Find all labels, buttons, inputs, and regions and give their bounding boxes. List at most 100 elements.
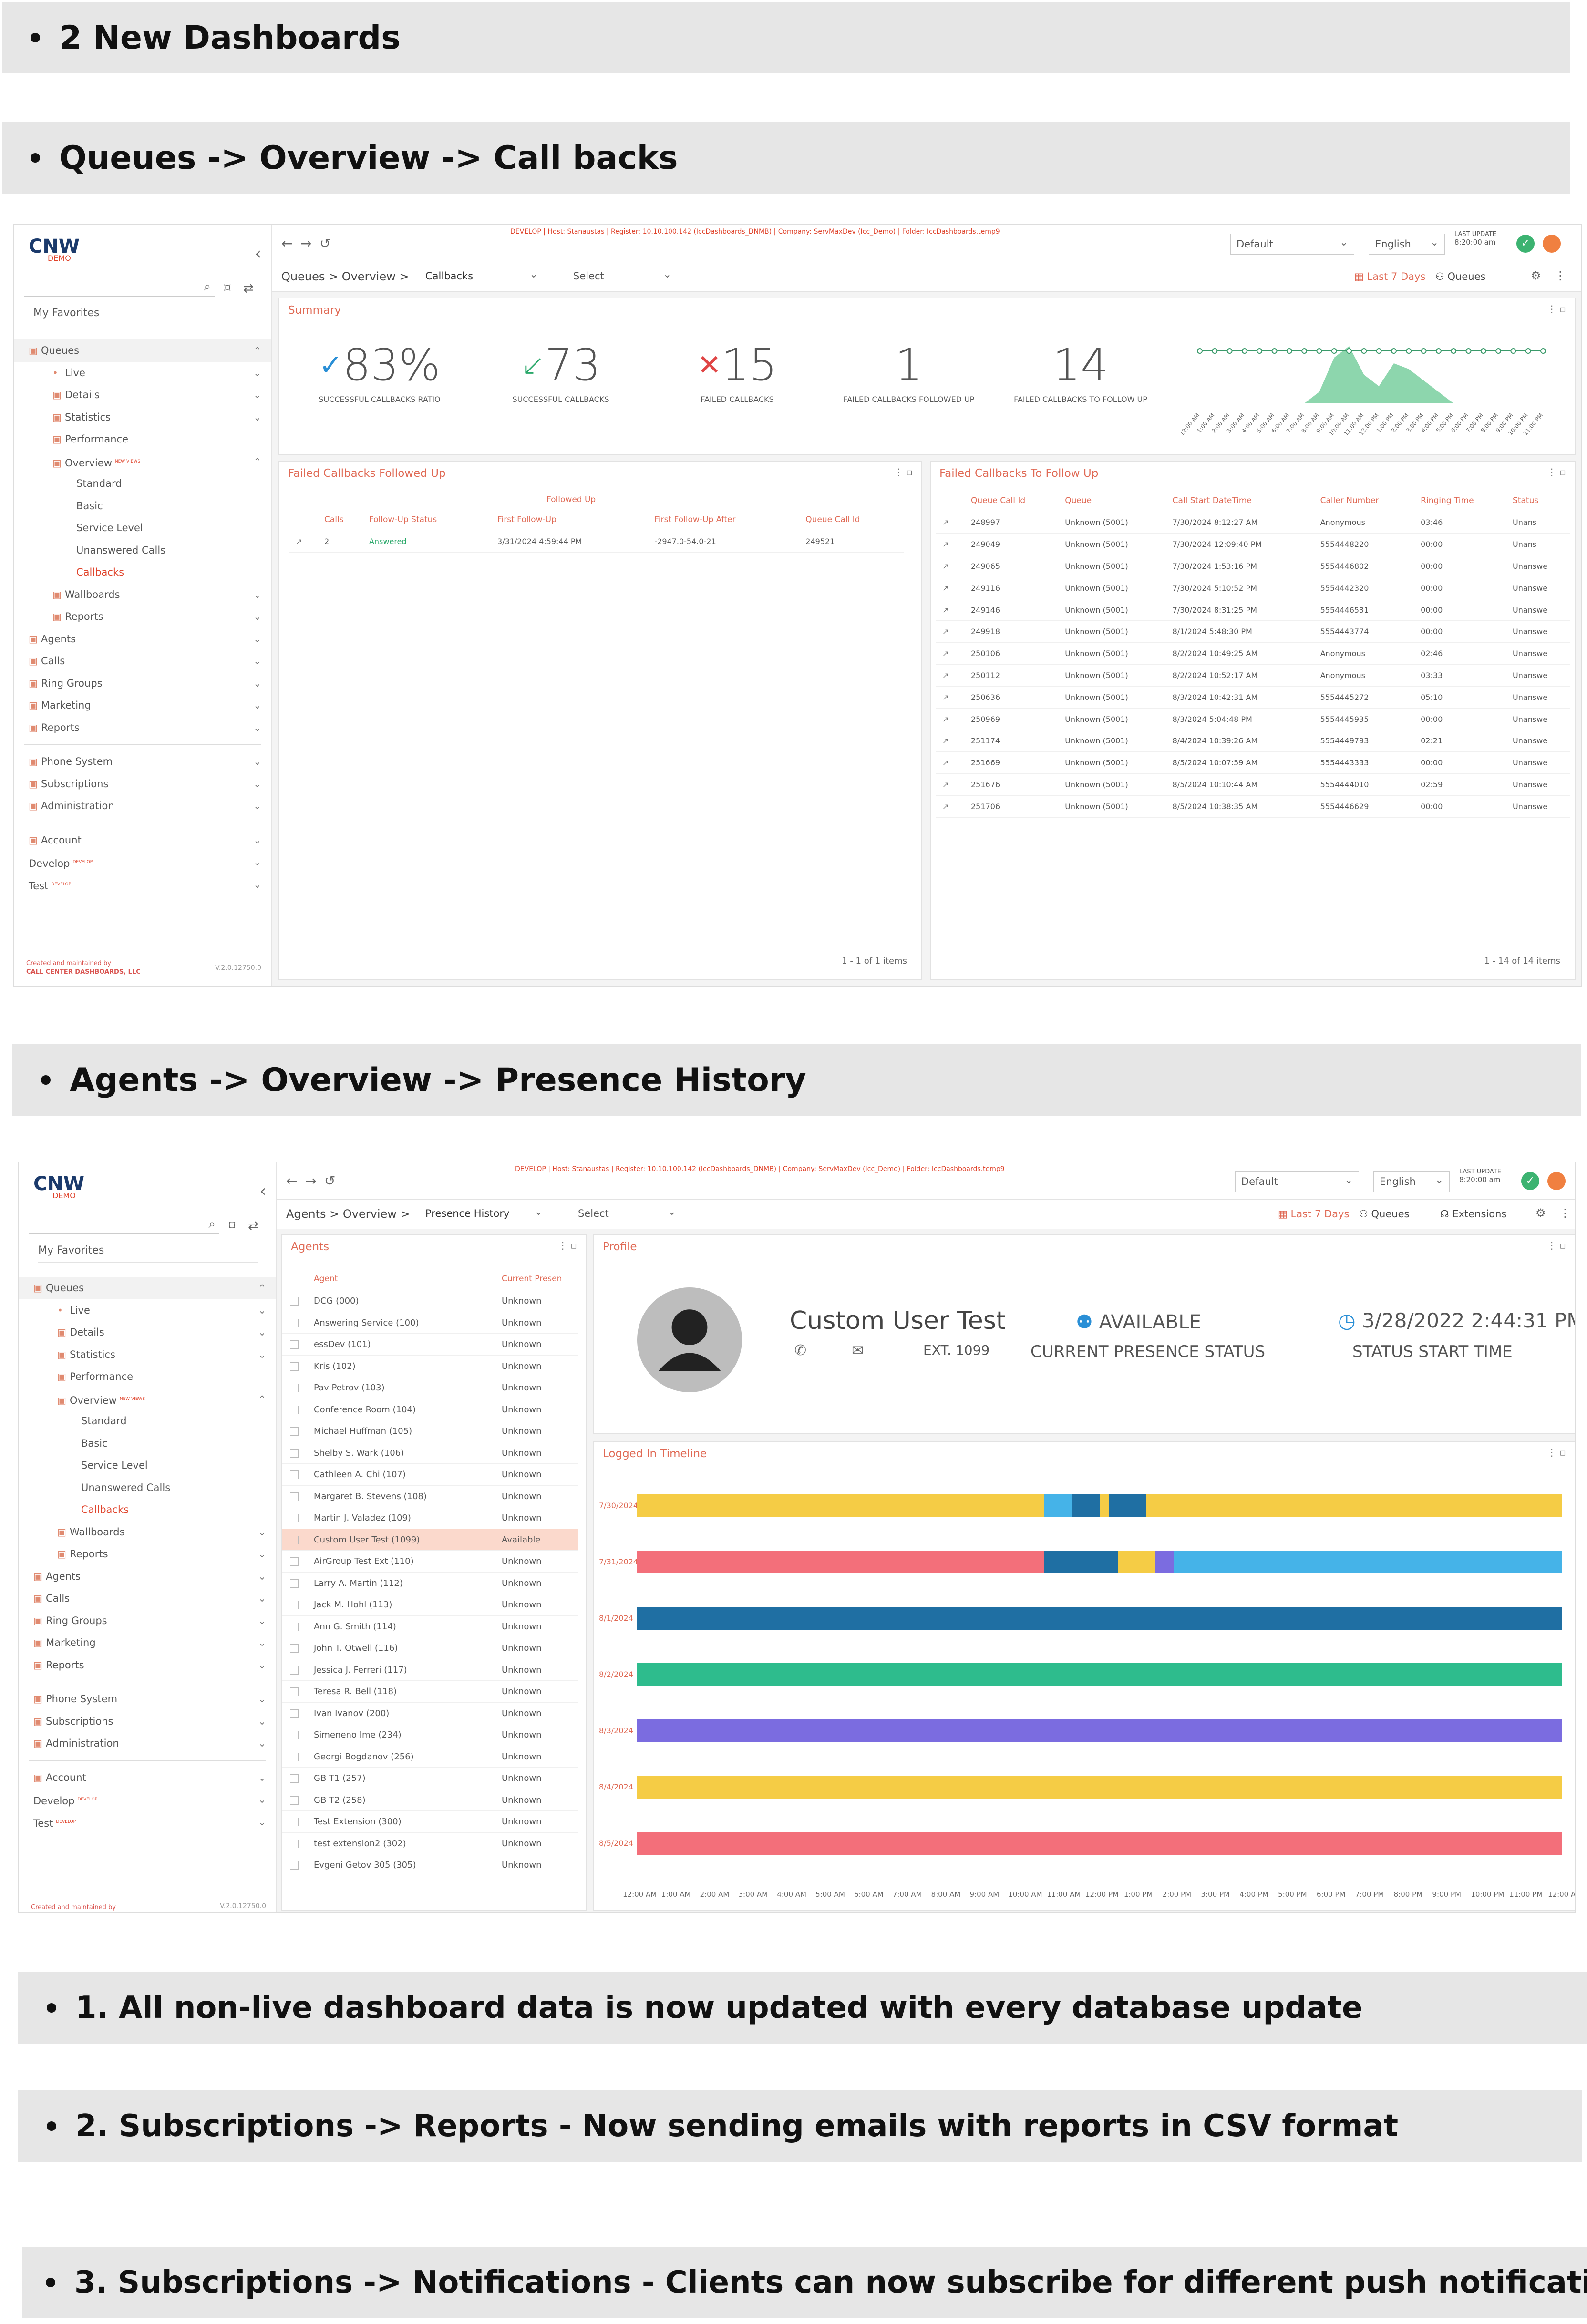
chevron-down-icon[interactable]: ⌄ [253, 367, 261, 379]
sidebar-item-basic[interactable]: Basic [19, 1432, 276, 1455]
sidebar-item-callbacks[interactable]: Callbacks [19, 1499, 276, 1521]
chevron-down-icon[interactable]: ⌄ [258, 1304, 266, 1316]
sidebar-item-live[interactable]: • Live ⌄ [19, 1299, 276, 1322]
filter-settings-icon[interactable]: ⚙ [1535, 1206, 1546, 1220]
sidebar-item-performance[interactable]: ▣ Performance [14, 428, 271, 451]
chevron-down-icon[interactable]: ⌄ [258, 1614, 266, 1626]
agent-checkbox[interactable] [290, 1427, 299, 1436]
chevron-down-icon[interactable]: ⌄ [253, 389, 261, 401]
panel-menu-icon[interactable]: ⋮ ▫ [1547, 303, 1566, 315]
views-select[interactable]: Callbacks [420, 264, 544, 287]
agent-row[interactable]: DCG (000) Unknown [282, 1290, 578, 1312]
collapse-sidebar-icon[interactable]: ‹ [255, 244, 261, 263]
open-icon[interactable]: ↗ [936, 664, 964, 687]
sidebar-item-administration[interactable]: ▣ Administration ⌄ [14, 795, 271, 817]
agent-checkbox[interactable] [290, 1405, 299, 1414]
sidebar-item-subscriptions[interactable]: ▣ Subscriptions ⌄ [19, 1710, 276, 1733]
collapse-sidebar-icon[interactable]: ‹ [259, 1182, 266, 1201]
column-header[interactable]: First Follow-Up [490, 509, 648, 531]
timeline-segment[interactable] [1192, 1551, 1562, 1573]
agent-row[interactable]: GB T1 (257) Unknown [282, 1768, 578, 1789]
search-icon[interactable]: ⌕ [204, 279, 211, 294]
column-header[interactable]: Caller Number [1313, 490, 1414, 512]
chevron-down-icon[interactable]: ⌄ [253, 588, 261, 600]
column-header[interactable]: Call Start DateTime [1165, 490, 1314, 512]
table-row[interactable]: ↗ 250106 Unknown (5001) 8/2/2024 10:49:25 A… [936, 642, 1570, 665]
table-row[interactable]: ↗ 249049 Unknown (5001) 7/30/2024 12:09:40 … [936, 533, 1570, 556]
chevron-down-icon[interactable]: ⌄ [253, 633, 261, 645]
sidebar-item-unanswered-calls[interactable]: Unanswered Calls [14, 539, 271, 562]
chevron-down-icon[interactable]: ⌄ [258, 1816, 266, 1828]
open-icon[interactable]: ↗ [936, 730, 964, 752]
filter-extensions[interactable]: ☊ Extensions [1440, 1208, 1507, 1220]
presence-col-header[interactable]: Current Presen [502, 1274, 562, 1284]
sidebar-item-callbacks[interactable]: Callbacks [14, 561, 271, 584]
swap-icon[interactable]: ⇄ [248, 1219, 258, 1233]
column-header[interactable]: Status [1506, 490, 1570, 512]
chevron-down-icon[interactable]: ⌄ [258, 1327, 266, 1338]
timeline-segment[interactable] [1044, 1494, 1072, 1517]
table-row[interactable]: ↗ 251174 Unknown (5001) 8/4/2024 10:39:26 A… [936, 730, 1570, 752]
open-icon[interactable]: ↗ [936, 533, 964, 556]
agent-row[interactable]: Answering Service (100) Unknown [282, 1312, 578, 1334]
filter-queues[interactable]: ⚇ Queues [1435, 271, 1486, 282]
sidebar-item-basic[interactable]: Basic [14, 495, 271, 517]
agent-checkbox[interactable] [290, 1449, 299, 1458]
agent-checkbox[interactable] [290, 1687, 299, 1696]
timeline-segment[interactable] [637, 1551, 1044, 1573]
sidebar-item-develop[interactable]: Develop DEVELOP ⌄ [19, 1789, 276, 1811]
sidebar-item-queues[interactable]: ▣ Queues ⌃ [14, 339, 271, 362]
agent-row[interactable]: AirGroup Test Ext (110) Unknown [282, 1551, 578, 1573]
sidebar-item-queues[interactable]: ▣ Queues ⌃ [19, 1277, 276, 1299]
sidebar-item-reports[interactable]: ▣ Reports ⌄ [19, 1543, 276, 1565]
chevron-down-icon[interactable]: ⌄ [253, 756, 261, 767]
bookmark-icon[interactable]: ⌑ [229, 1219, 236, 1233]
search-icon[interactable]: ⌕ [208, 1217, 216, 1231]
language-select[interactable]: English [1369, 232, 1445, 255]
agent-row[interactable]: test extension2 (302) Unknown [282, 1833, 578, 1854]
filter-settings-icon[interactable]: ⚙ [1531, 269, 1541, 282]
table-row[interactable]: ↗ 249065 Unknown (5001) 7/30/2024 1:53:16 P… [936, 555, 1570, 577]
agent-row[interactable]: essDev (101) Unknown [282, 1334, 578, 1356]
table-row[interactable]: ↗ 249116 Unknown (5001) 7/30/2024 5:10:52 P… [936, 577, 1570, 599]
bookmark-icon[interactable]: ⌑ [224, 281, 231, 296]
timeline-segment[interactable] [1174, 1551, 1192, 1573]
agent-row[interactable]: Teresa R. Bell (118) Unknown [282, 1681, 578, 1703]
table-row[interactable]: ↗ 2 Answered 3/31/2024 4:59:44 PM -2947.0-54… [289, 531, 904, 553]
my-favorites[interactable]: My Favorites [38, 1239, 258, 1263]
sidebar-item-wallboards[interactable]: ▣ Wallboards ⌄ [14, 584, 271, 606]
agent-col-header[interactable]: Agent [314, 1274, 338, 1284]
agent-checkbox[interactable] [290, 1535, 299, 1544]
agent-row[interactable]: GB T2 (258) Unknown [282, 1789, 578, 1811]
column-header[interactable]: Ringing Time [1414, 490, 1506, 512]
agent-checkbox[interactable] [290, 1297, 299, 1306]
column-header[interactable]: Queue Call Id [964, 490, 1059, 512]
agent-row[interactable]: Michael Huffman (105) Unknown [282, 1420, 578, 1442]
chevron-down-icon[interactable]: ⌄ [258, 1771, 266, 1783]
back-icon[interactable]: ← [286, 1173, 298, 1189]
sidebar-item-standard[interactable]: Standard [14, 473, 271, 495]
sidebar-item-overview[interactable]: ▣ Overview NEW VIEWS ⌃ [19, 1388, 276, 1410]
sidebar-item-details[interactable]: ▣ Details ⌄ [19, 1321, 276, 1344]
timeline-segment[interactable] [1118, 1551, 1155, 1573]
toolbar-menu-icon[interactable]: ⋮ [1559, 1206, 1571, 1220]
column-header[interactable]: Queue [1058, 490, 1166, 512]
agent-row[interactable]: Evgeni Getov 305 (305) Unknown [282, 1854, 578, 1876]
agent-row[interactable]: Simeneno Ime (234) Unknown [282, 1724, 578, 1746]
agent-row[interactable]: Cathleen A. Chi (107) Unknown [282, 1464, 578, 1486]
chevron-up-icon[interactable]: ⌃ [253, 345, 261, 356]
agent-checkbox[interactable] [290, 1362, 299, 1371]
sidebar-item-ring-groups[interactable]: ▣ Ring Groups ⌄ [14, 672, 271, 695]
agent-row[interactable]: Ivan Ivanov (200) Unknown [282, 1703, 578, 1724]
chevron-down-icon[interactable]: ⌄ [253, 677, 261, 689]
sidebar-item-calls[interactable]: ▣ Calls ⌄ [14, 650, 271, 672]
sidebar-item-test[interactable]: Test DEVELOP ⌄ [14, 874, 271, 896]
chevron-up-icon[interactable]: ⌃ [258, 1282, 266, 1294]
column-header[interactable]: Calls [318, 509, 362, 531]
panel-menu-icon[interactable]: ⋮ ▫ [558, 1240, 577, 1251]
chevron-up-icon[interactable]: ⌃ [258, 1393, 266, 1405]
open-icon[interactable]: ↗ [936, 642, 964, 665]
timeline-segment[interactable] [637, 1663, 1562, 1686]
sidebar-item-agents[interactable]: ▣ Agents ⌄ [14, 628, 271, 650]
chevron-down-icon[interactable]: ⌄ [258, 1659, 266, 1671]
